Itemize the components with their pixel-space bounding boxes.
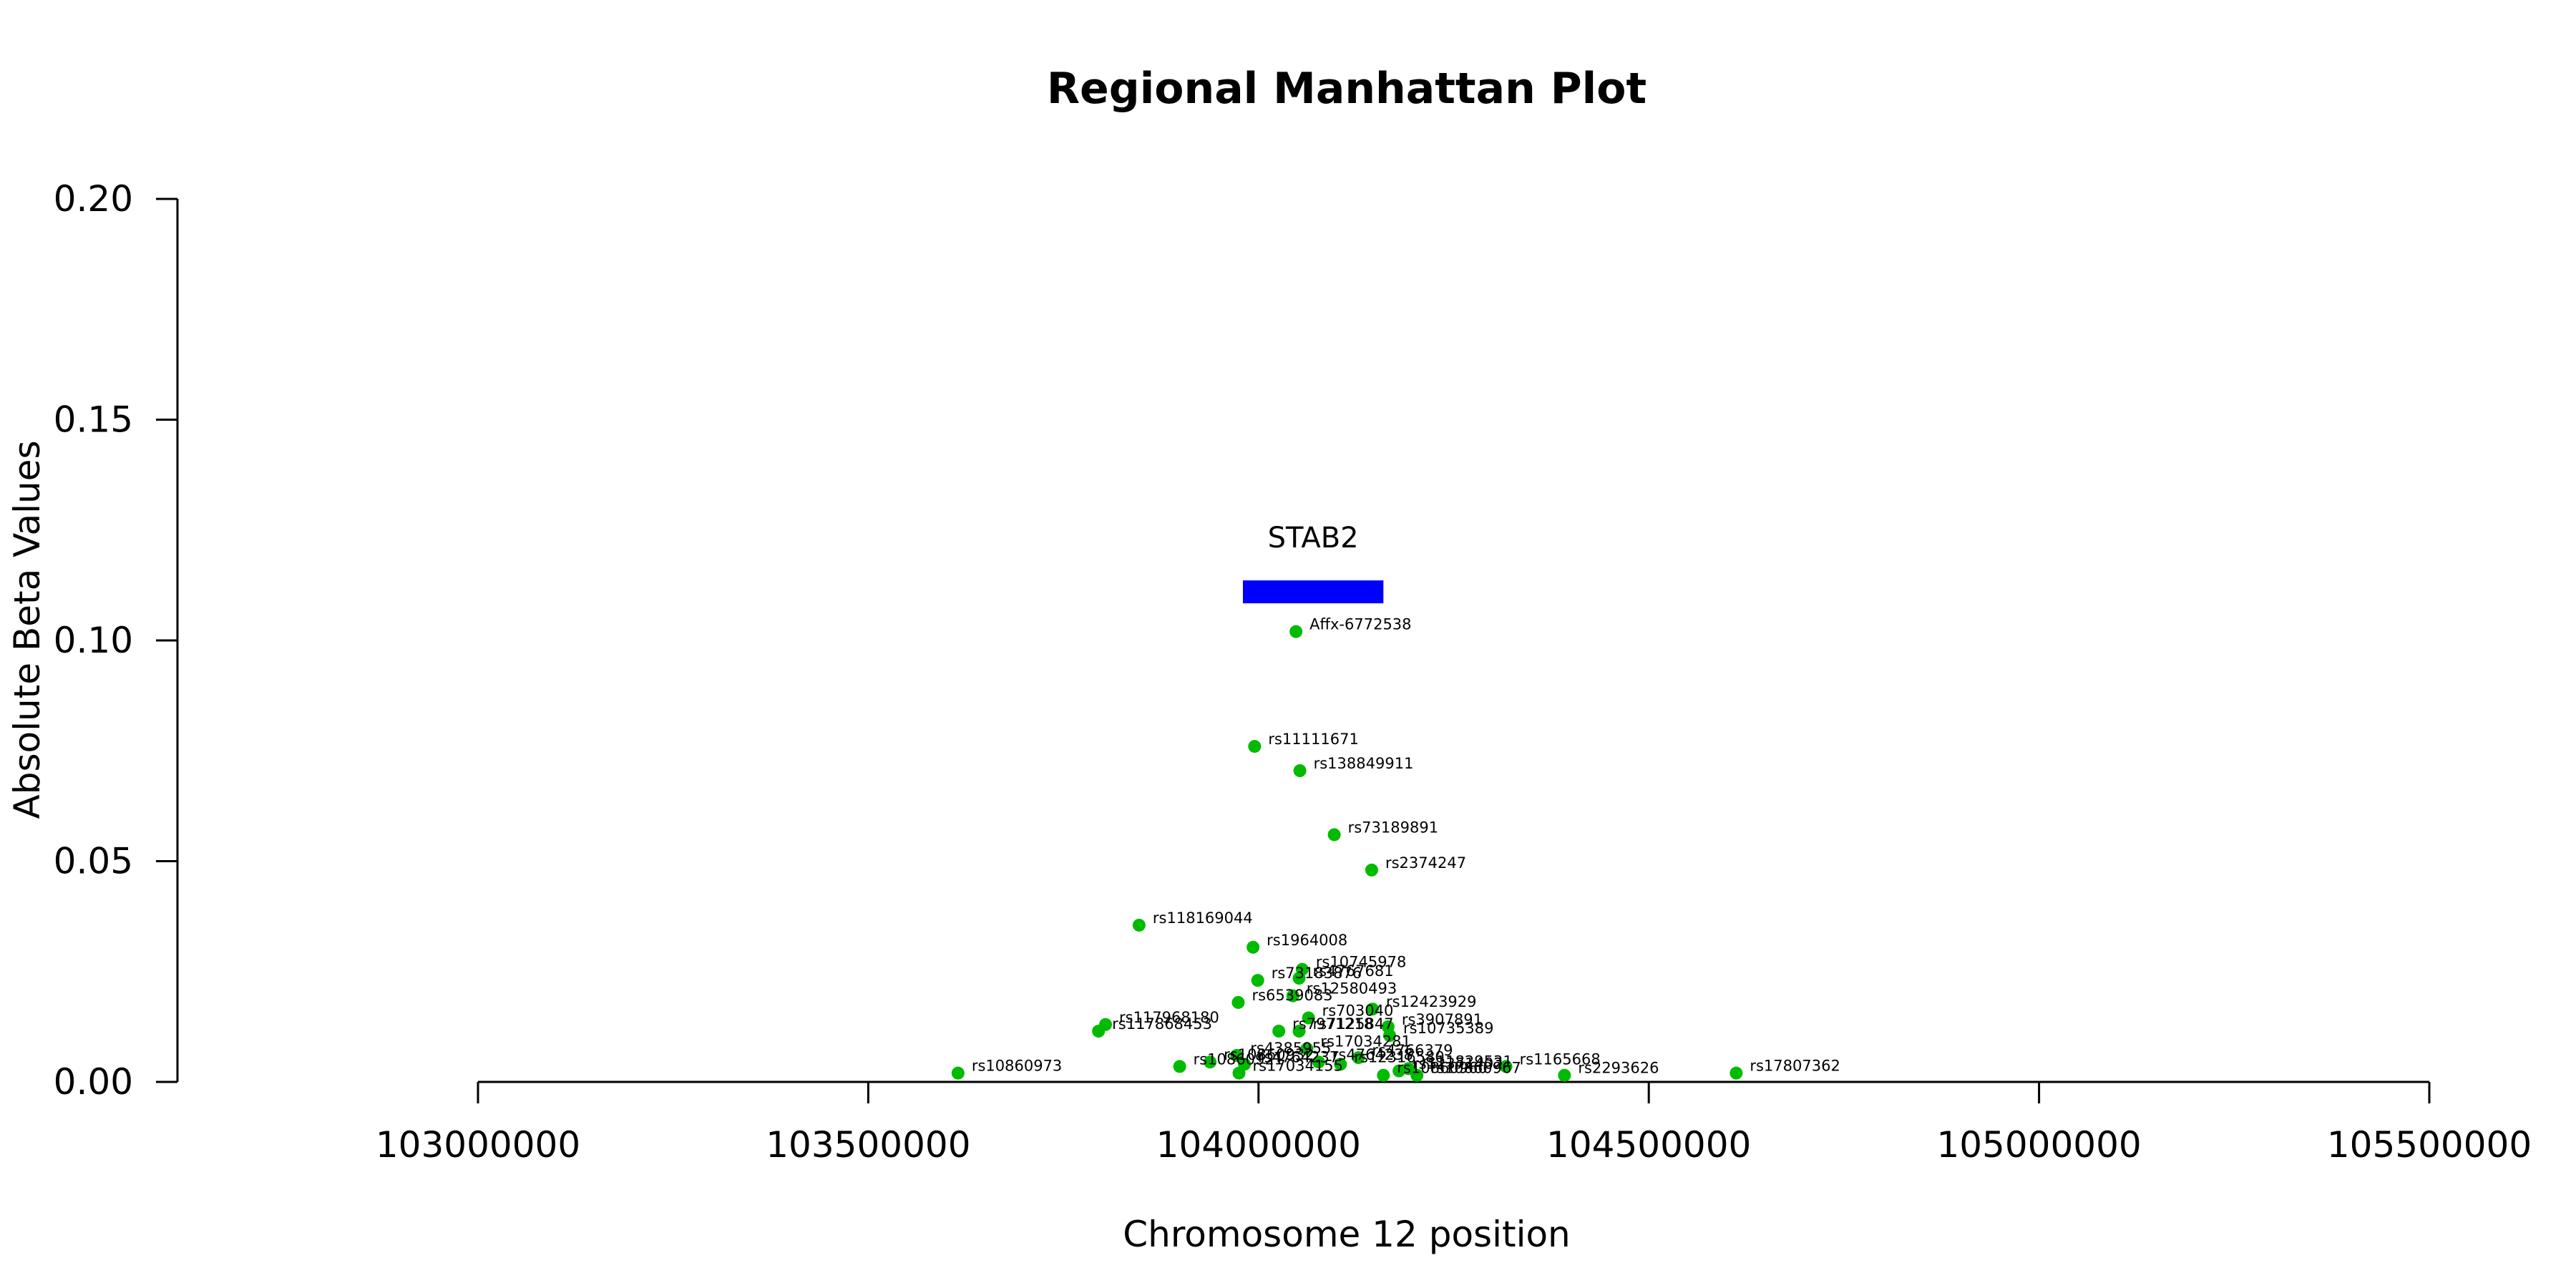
snp-point <box>1312 1055 1325 1069</box>
x-tick-label: 104500000 <box>1546 1124 1751 1166</box>
snp-label: rs17034155 <box>1253 1058 1343 1075</box>
snp-point <box>1173 1060 1186 1073</box>
snp-label: rs2374247 <box>1385 854 1466 872</box>
y-tick-label: 0.15 <box>54 399 133 441</box>
snp-point <box>1251 974 1264 987</box>
snp-label: rs6539083 <box>1252 987 1332 1004</box>
snp-label: rs17034281 <box>1320 1033 1410 1050</box>
snp-point <box>1292 1025 1306 1038</box>
gene-layer: STAB2 <box>1242 522 1384 604</box>
snp-label: rs73183876 <box>1272 965 1362 982</box>
x-tick-label: 103500000 <box>766 1124 970 1166</box>
snp-point <box>1377 1068 1390 1082</box>
snp-label: rs12580493 <box>1307 980 1397 997</box>
snp-label: rs138849911 <box>1314 755 1414 772</box>
snp-label: rs4767681 <box>1313 962 1394 980</box>
snp-label: rs10860973 <box>972 1058 1062 1075</box>
snp-point <box>1334 1058 1347 1071</box>
snp-label: rs703040 <box>1322 1002 1394 1020</box>
snp-point <box>1729 1066 1743 1080</box>
x-tick-label: 105500000 <box>2327 1124 2532 1166</box>
snp-label: rs7125847 <box>1313 1015 1394 1033</box>
gene-bar-stab2 <box>1242 580 1384 604</box>
snp-label: rs10860967 <box>1430 1060 1521 1077</box>
x-tick-label: 104000000 <box>1156 1124 1361 1166</box>
snp-label: rs117868453 <box>1112 1015 1212 1033</box>
snp-label: rs12316580 <box>1354 1048 1444 1065</box>
snp-label: rs1165668 <box>1520 1050 1601 1068</box>
y-tick-label: 0.10 <box>54 620 133 661</box>
x-axis-label: Chromosome 12 position <box>1123 1214 1571 1255</box>
snp-point <box>1293 764 1307 778</box>
chart-title: Regional Manhattan Plot <box>1047 64 1646 114</box>
snp-point <box>1558 1068 1571 1082</box>
snp-label: rs4385955 <box>1250 1040 1331 1057</box>
snp-point <box>1231 995 1245 1009</box>
snp-label: rs17807362 <box>1750 1058 1840 1075</box>
snp-point <box>1499 1060 1513 1073</box>
snp-point <box>1300 1042 1314 1055</box>
snp-label: rs10860932 <box>1224 1046 1314 1063</box>
snp-label: rs118169044 <box>1153 909 1253 927</box>
snp-point <box>1286 989 1299 1002</box>
y-axis-label: Absolute Beta Values <box>6 441 48 819</box>
snp-point <box>1366 1002 1380 1016</box>
snp-label: rs73189891 <box>1348 819 1438 836</box>
y-tick-label: 0.20 <box>54 178 133 220</box>
snp-label: rs11829531 <box>1422 1053 1512 1070</box>
snp-point <box>1272 1025 1286 1038</box>
snp-point <box>1327 828 1341 841</box>
y-tick-label: 0.00 <box>54 1061 133 1103</box>
snp-label: rs2293626 <box>1578 1060 1659 1077</box>
snp-label: rs4766379 <box>1372 1042 1453 1059</box>
snp-point <box>1292 972 1306 985</box>
snp-label: Affx-6772538 <box>1309 616 1411 633</box>
snp-label: rs7971218 <box>1292 1015 1373 1033</box>
y-axis: 0.00 0.05 0.10 0.15 0.20 <box>54 178 179 1103</box>
x-axis: 103000000 103500000 104000000 104500000 1050… <box>376 1080 2532 1166</box>
snp-point <box>1289 625 1303 638</box>
gene-label-stab2: STAB2 <box>1268 522 1359 555</box>
snp-point <box>1392 1064 1406 1078</box>
snp-label: rs4764238 <box>1332 1046 1413 1063</box>
snp-label: rs12423929 <box>1386 993 1476 1010</box>
snp-point <box>1132 918 1146 932</box>
points-layer <box>951 625 1743 1082</box>
snp-label: rs10735389 <box>1403 1020 1493 1037</box>
snp-point <box>1246 940 1260 954</box>
snp-point <box>1383 1029 1397 1043</box>
snp-point <box>951 1066 965 1080</box>
snp-label: rs12371402 <box>1413 1055 1503 1073</box>
y-tick-label: 0.05 <box>54 841 133 882</box>
snp-point <box>1352 1051 1365 1065</box>
snp-label: rs4764237 <box>1258 1048 1339 1065</box>
snp-point <box>1092 1025 1106 1038</box>
x-tick-label: 105000000 <box>1936 1124 2141 1166</box>
snp-point <box>1232 1066 1246 1080</box>
snp-label: rs10860921 <box>1194 1050 1284 1068</box>
snp-label: rs1964008 <box>1267 932 1347 949</box>
x-tick-label: 103000000 <box>376 1124 580 1166</box>
snp-point <box>1302 1011 1315 1025</box>
snp-point <box>1248 740 1262 753</box>
snp-label: rs117968180 <box>1119 1009 1219 1026</box>
snp-label: rs10860960 <box>1397 1060 1487 1077</box>
snp-label: rs10745978 <box>1316 954 1406 971</box>
snp-label: rs3907891 <box>1402 1011 1483 1028</box>
snp-point <box>1204 1055 1217 1069</box>
snp-point <box>1410 1068 1424 1082</box>
snp-point <box>1365 863 1378 877</box>
snp-label: rs11111671 <box>1268 731 1358 748</box>
snp-point <box>1230 1048 1244 1062</box>
labels-layer: Affx-6772538 rs11111671 rs138849911 rs73189… <box>972 616 1840 1077</box>
